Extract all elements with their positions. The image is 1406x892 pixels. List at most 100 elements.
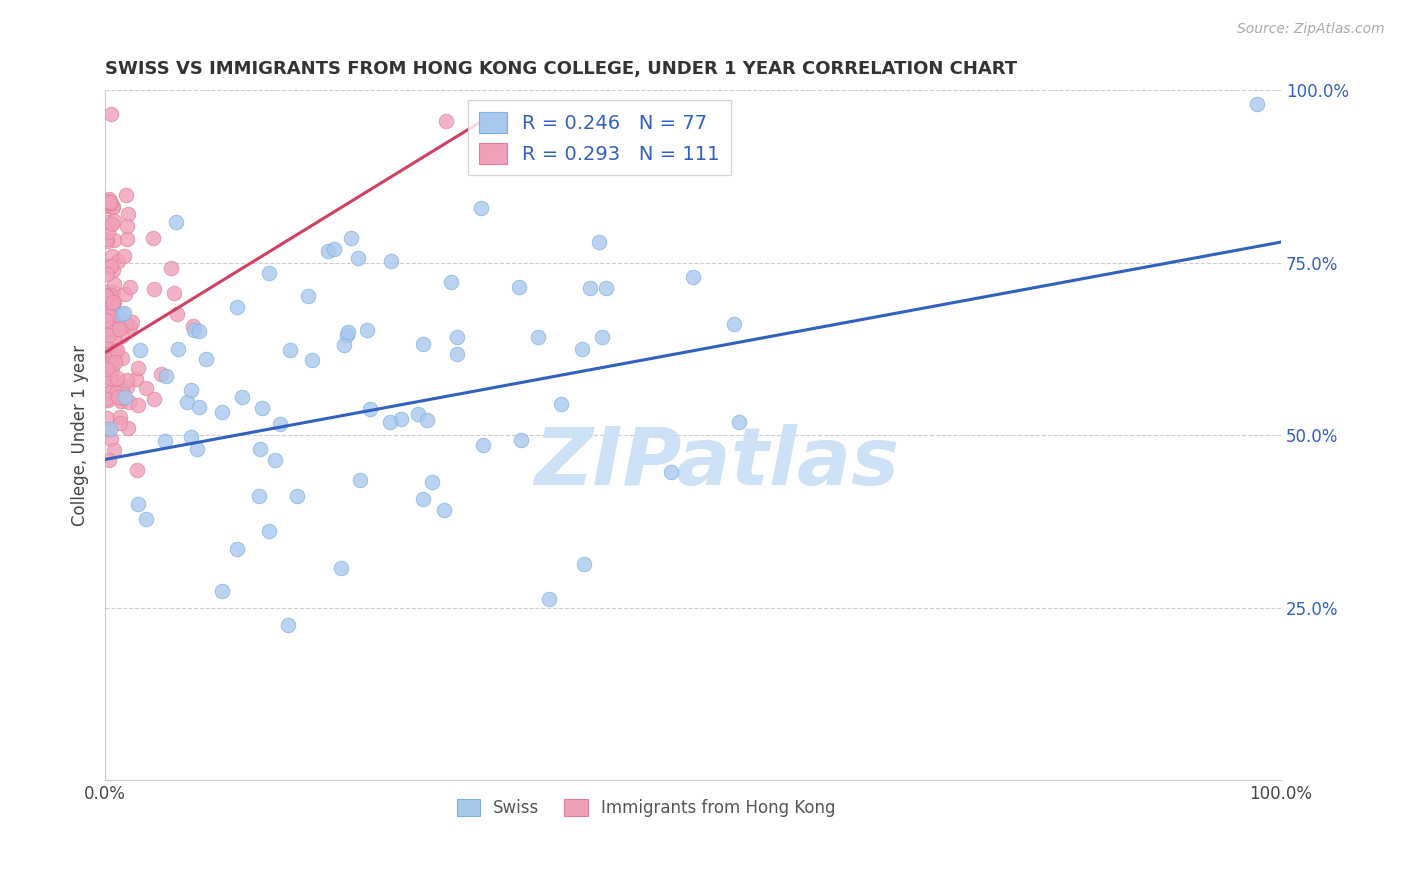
Point (100, 355, 122, 369)
Point (416, 413, 439, 427)
Text: Source: ZipAtlas.com: Source: ZipAtlas.com (1237, 22, 1385, 37)
Point (571, 342, 593, 356)
Point (96, 322, 118, 336)
Point (114, 287, 136, 301)
Point (100, 324, 122, 338)
Point (107, 322, 129, 336)
Point (96, 315, 118, 329)
Point (301, 352, 323, 367)
Point (111, 351, 134, 365)
Point (96, 386, 118, 401)
Point (101, 263, 124, 277)
Point (98, 309, 121, 323)
Point (127, 398, 149, 412)
Point (96, 422, 118, 436)
Point (100, 385, 122, 400)
Point (108, 409, 131, 424)
Point (96, 342, 118, 356)
Point (127, 496, 149, 510)
Point (538, 591, 561, 606)
Point (127, 361, 149, 376)
Point (103, 294, 125, 309)
Point (111, 391, 134, 405)
Point (422, 475, 444, 490)
Point (412, 337, 434, 351)
Point (160, 260, 183, 275)
Point (723, 317, 745, 331)
Point (728, 415, 751, 429)
Point (97, 215, 120, 229)
Point (257, 266, 280, 280)
Point (339, 231, 361, 245)
Text: SWISS VS IMMIGRANTS FROM HONG KONG COLLEGE, UNDER 1 YEAR CORRELATION CHART: SWISS VS IMMIGRANTS FROM HONG KONG COLLE… (105, 60, 1018, 78)
Point (100, 196, 122, 211)
Point (96, 231, 118, 245)
Point (103, 295, 125, 310)
Point (257, 524, 280, 539)
Point (97, 393, 120, 408)
Point (280, 343, 302, 357)
Point (440, 275, 463, 289)
Point (572, 558, 595, 572)
Point (101, 351, 124, 365)
Point (103, 442, 125, 457)
Point (96, 234, 118, 248)
Point (101, 201, 124, 215)
Point (1246, 97, 1268, 112)
Point (98, 343, 121, 357)
Point (129, 343, 152, 357)
Point (98, 453, 121, 467)
Point (107, 254, 129, 268)
Point (346, 251, 368, 265)
Point (155, 368, 177, 383)
Point (105, 343, 128, 357)
Point (115, 232, 138, 246)
Point (97, 304, 120, 318)
Point (153, 434, 176, 449)
Point (550, 397, 572, 411)
Point (115, 380, 138, 394)
Point (115, 373, 138, 387)
Point (412, 491, 434, 506)
Point (470, 201, 492, 215)
Point (100, 321, 122, 335)
Point (98, 259, 121, 273)
Point (187, 324, 209, 338)
Point (98, 422, 121, 436)
Point (181, 318, 204, 333)
Point (142, 231, 165, 245)
Point (595, 281, 617, 295)
Legend: Swiss, Immigrants from Hong Kong: Swiss, Immigrants from Hong Kong (450, 792, 842, 823)
Point (114, 317, 136, 331)
Point (682, 269, 704, 284)
Point (96, 267, 118, 281)
Point (118, 318, 141, 333)
Point (264, 453, 287, 467)
Point (180, 383, 202, 397)
Point (180, 430, 202, 444)
Point (591, 330, 613, 344)
Point (471, 438, 494, 452)
Point (120, 280, 142, 294)
Point (446, 347, 468, 361)
Point (96, 289, 118, 303)
Point (163, 285, 186, 300)
Point (527, 330, 550, 344)
Point (167, 343, 190, 357)
Point (110, 329, 132, 343)
Point (378, 415, 401, 429)
Point (105, 371, 128, 385)
Point (118, 395, 141, 409)
Point (103, 233, 125, 247)
Point (329, 560, 352, 574)
Point (231, 390, 253, 404)
Point (103, 303, 125, 318)
Point (103, 373, 125, 387)
Point (115, 187, 138, 202)
Point (125, 463, 148, 477)
Y-axis label: College, Under 1 year: College, Under 1 year (72, 344, 89, 526)
Point (110, 383, 132, 397)
Point (356, 323, 378, 337)
Point (100, 359, 122, 373)
Point (297, 289, 319, 303)
